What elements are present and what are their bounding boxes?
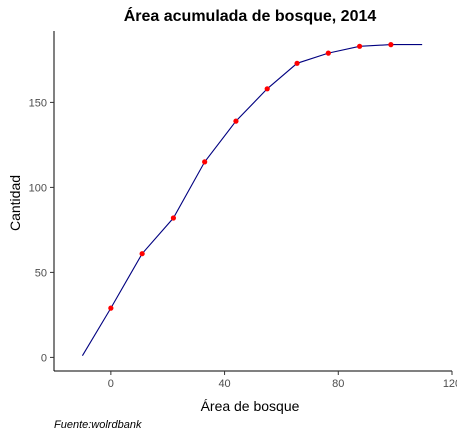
data-point	[294, 60, 300, 66]
data-point	[170, 215, 176, 221]
data-point	[388, 42, 394, 48]
y-axis-ticks: 0 50 100 150	[29, 97, 54, 364]
data-point	[108, 305, 114, 311]
chart-caption: Fuente:wolrdbank	[54, 419, 142, 431]
x-axis-ticks: 0 40 80 120	[108, 371, 457, 390]
x-tick-label: 120	[443, 378, 457, 390]
data-point	[325, 50, 331, 56]
data-point	[139, 251, 145, 257]
y-tick-label: 0	[41, 352, 47, 364]
x-tick-label: 40	[218, 378, 230, 390]
y-axis-title: Cantidad	[7, 175, 23, 231]
x-axis-title: Área de bosque	[201, 398, 300, 414]
series-line	[81, 44, 423, 356]
x-tick-label: 0	[108, 378, 114, 390]
data-point	[357, 43, 363, 49]
x-tick-label: 80	[332, 378, 344, 390]
y-tick-label: 50	[35, 267, 47, 279]
y-tick-label: 100	[29, 182, 47, 194]
y-tick-label: 150	[29, 97, 47, 109]
chart-title: Área acumulada de bosque, 2014	[124, 6, 377, 25]
data-point	[264, 86, 270, 92]
plot-area	[53, 31, 452, 372]
data-point	[233, 118, 239, 124]
data-point	[202, 159, 208, 165]
